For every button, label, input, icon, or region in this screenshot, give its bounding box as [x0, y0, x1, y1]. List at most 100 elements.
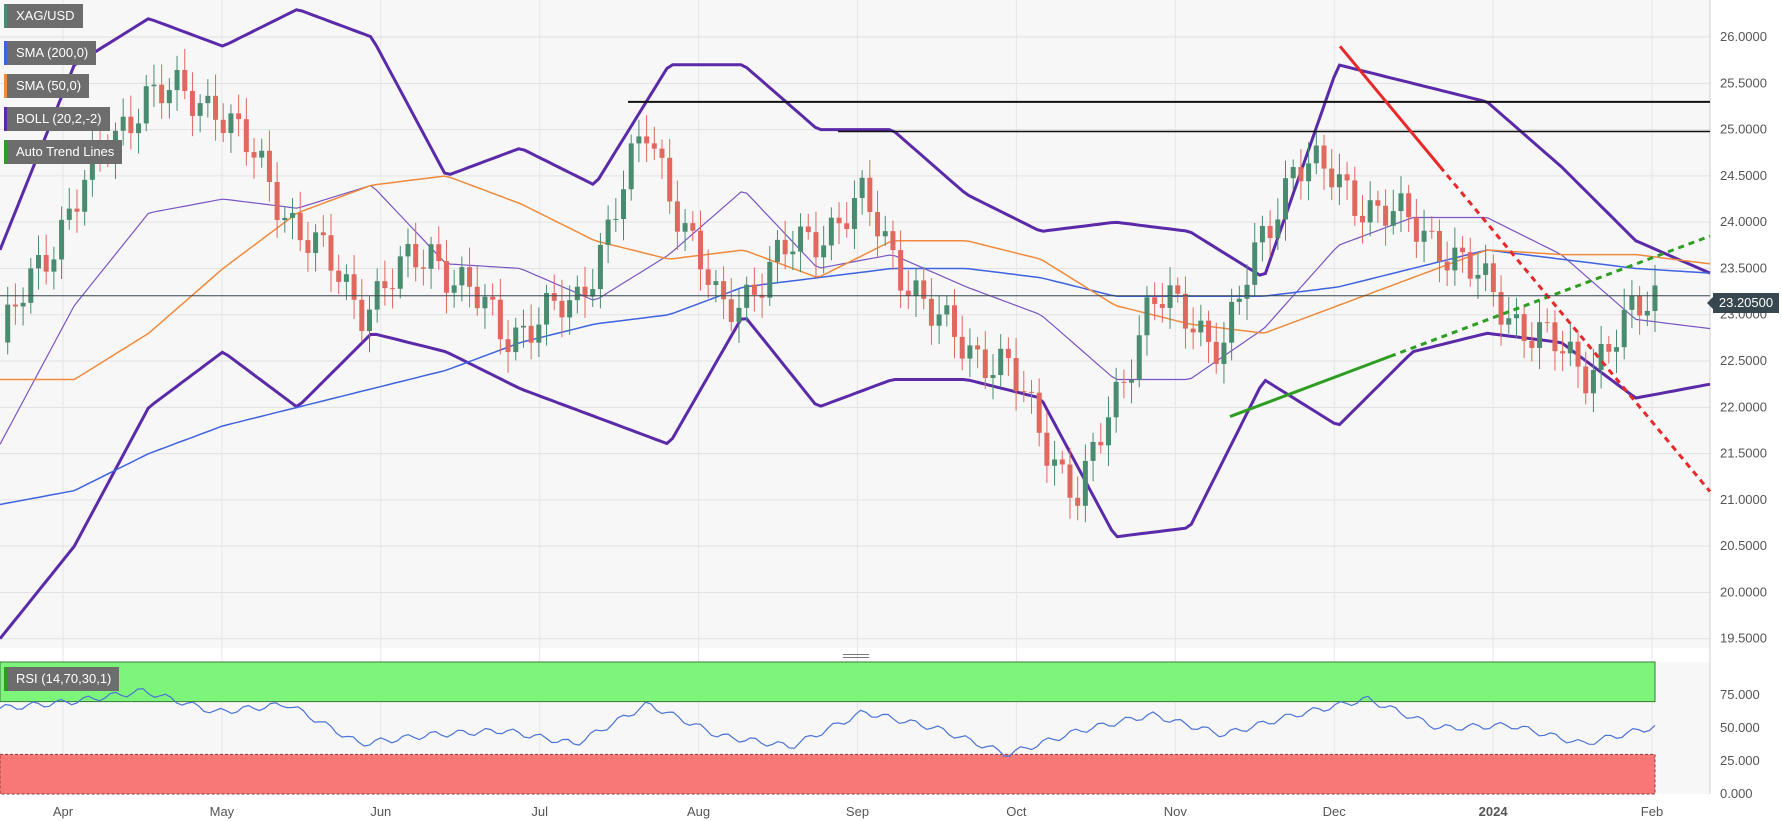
candle-body: [721, 281, 727, 300]
candle-body: [1236, 298, 1242, 302]
rsi-line: [0, 688, 1656, 757]
candle-body: [66, 208, 72, 220]
candle-body: [1013, 357, 1019, 392]
candle-body: [836, 217, 842, 224]
candle-body: [582, 286, 588, 297]
candle-body: [1221, 342, 1227, 364]
candle-body: [282, 217, 288, 221]
legend-sma200[interactable]: SMA (200,0): [4, 41, 97, 65]
candle-body: [443, 261, 449, 293]
resistance-trendline-solid: [1338, 45, 1442, 168]
candle-body: [382, 281, 388, 289]
candle-body: [1336, 174, 1342, 188]
candle-body: [313, 232, 319, 253]
rsi-bands: [0, 661, 1656, 795]
candle-body: [189, 90, 195, 116]
candle-body: [1629, 296, 1635, 310]
y-tick-label: 22.5000: [1720, 353, 1767, 368]
candle-body: [975, 345, 981, 350]
legend-rsi-label: RSI (14,70,30,1): [16, 671, 112, 686]
candle-body: [1159, 304, 1165, 308]
candle-body: [1275, 219, 1281, 239]
candle-body: [982, 349, 988, 378]
legend-sma50[interactable]: SMA (50,0): [4, 74, 90, 98]
x-tick-label: Aug: [687, 804, 710, 819]
candle-body: [952, 305, 958, 337]
candle-body: [751, 284, 757, 295]
candle-body: [1537, 322, 1543, 348]
candle-body: [1575, 341, 1581, 367]
candle-body: [1506, 318, 1512, 325]
x-tick-label: Apr: [53, 804, 74, 819]
candle-body: [1652, 285, 1658, 311]
candle-body: [1298, 167, 1304, 182]
candle-body: [990, 375, 996, 378]
candle-body: [1436, 231, 1442, 262]
candle-body: [1590, 370, 1596, 394]
candle-body: [905, 290, 911, 296]
candle-body: [120, 116, 126, 131]
candle-body: [490, 296, 496, 300]
candle-body: [921, 280, 927, 299]
candle-body: [213, 95, 219, 120]
candle-body: [343, 274, 349, 282]
legend-trend-label: Auto Trend Lines: [16, 144, 115, 159]
candle-body: [482, 296, 488, 309]
candle-body: [913, 280, 919, 296]
rsi-overbought-zone: [0, 661, 1656, 703]
legend-rsi[interactable]: RSI (14,70,30,1): [4, 667, 120, 691]
candle-body: [628, 143, 634, 190]
y-tick-label: 20.0000: [1720, 584, 1767, 599]
candle-body: [967, 345, 973, 359]
legend-trend[interactable]: Auto Trend Lines: [4, 140, 123, 164]
candle-body: [197, 103, 203, 116]
candle-body: [259, 150, 265, 158]
candle-body: [1367, 200, 1373, 223]
legend-symbol[interactable]: XAG/USD: [4, 4, 83, 28]
candle-body: [1406, 193, 1412, 218]
candle-body: [505, 339, 511, 353]
rsi-oversold-zone: [0, 753, 1656, 795]
x-tick-label: Sep: [846, 804, 869, 819]
candle-body: [1560, 351, 1566, 354]
candle-body: [674, 201, 680, 232]
pane-splitter-handle[interactable]: [843, 654, 869, 660]
legend-sma50-label: SMA (50,0): [16, 78, 82, 93]
legend-sma200-label: SMA (200,0): [16, 45, 89, 60]
candle-body: [1021, 391, 1027, 393]
candle-body: [1290, 167, 1296, 179]
candle-body: [1313, 145, 1319, 164]
candle-body: [1144, 297, 1150, 336]
candle-body: [28, 268, 34, 303]
candle-body: [1136, 335, 1142, 380]
candle-body: [1475, 274, 1481, 279]
candle-body: [828, 217, 834, 246]
candle-body: [390, 288, 396, 290]
y-tick-label: 26.0000: [1720, 29, 1767, 44]
candlesticks: [5, 49, 1658, 523]
candle-body: [1075, 497, 1081, 506]
candle-body: [451, 285, 457, 293]
candle-body: [1105, 417, 1111, 446]
candle-body: [459, 267, 465, 286]
candle-body: [944, 305, 950, 315]
candle-body: [1383, 205, 1389, 226]
candle-body: [1213, 341, 1219, 364]
candle-body: [336, 270, 342, 282]
y-tick-label: 21.0000: [1720, 492, 1767, 507]
candle-body: [713, 281, 719, 285]
x-tick-label: May: [210, 804, 235, 819]
candle-body: [128, 116, 134, 134]
candle-body: [1621, 309, 1627, 348]
legend-boll-label: BOLL (20,2,-2): [16, 111, 102, 126]
candle-body: [274, 181, 280, 221]
candle-body: [1283, 178, 1289, 220]
candle-body: [1344, 174, 1350, 181]
candle-body: [1429, 230, 1435, 232]
legend-boll[interactable]: BOLL (20,2,-2): [4, 107, 110, 131]
candle-body: [513, 327, 519, 353]
candle-body: [1098, 441, 1104, 446]
rsi-y-tick-label: 25.000: [1720, 753, 1760, 768]
